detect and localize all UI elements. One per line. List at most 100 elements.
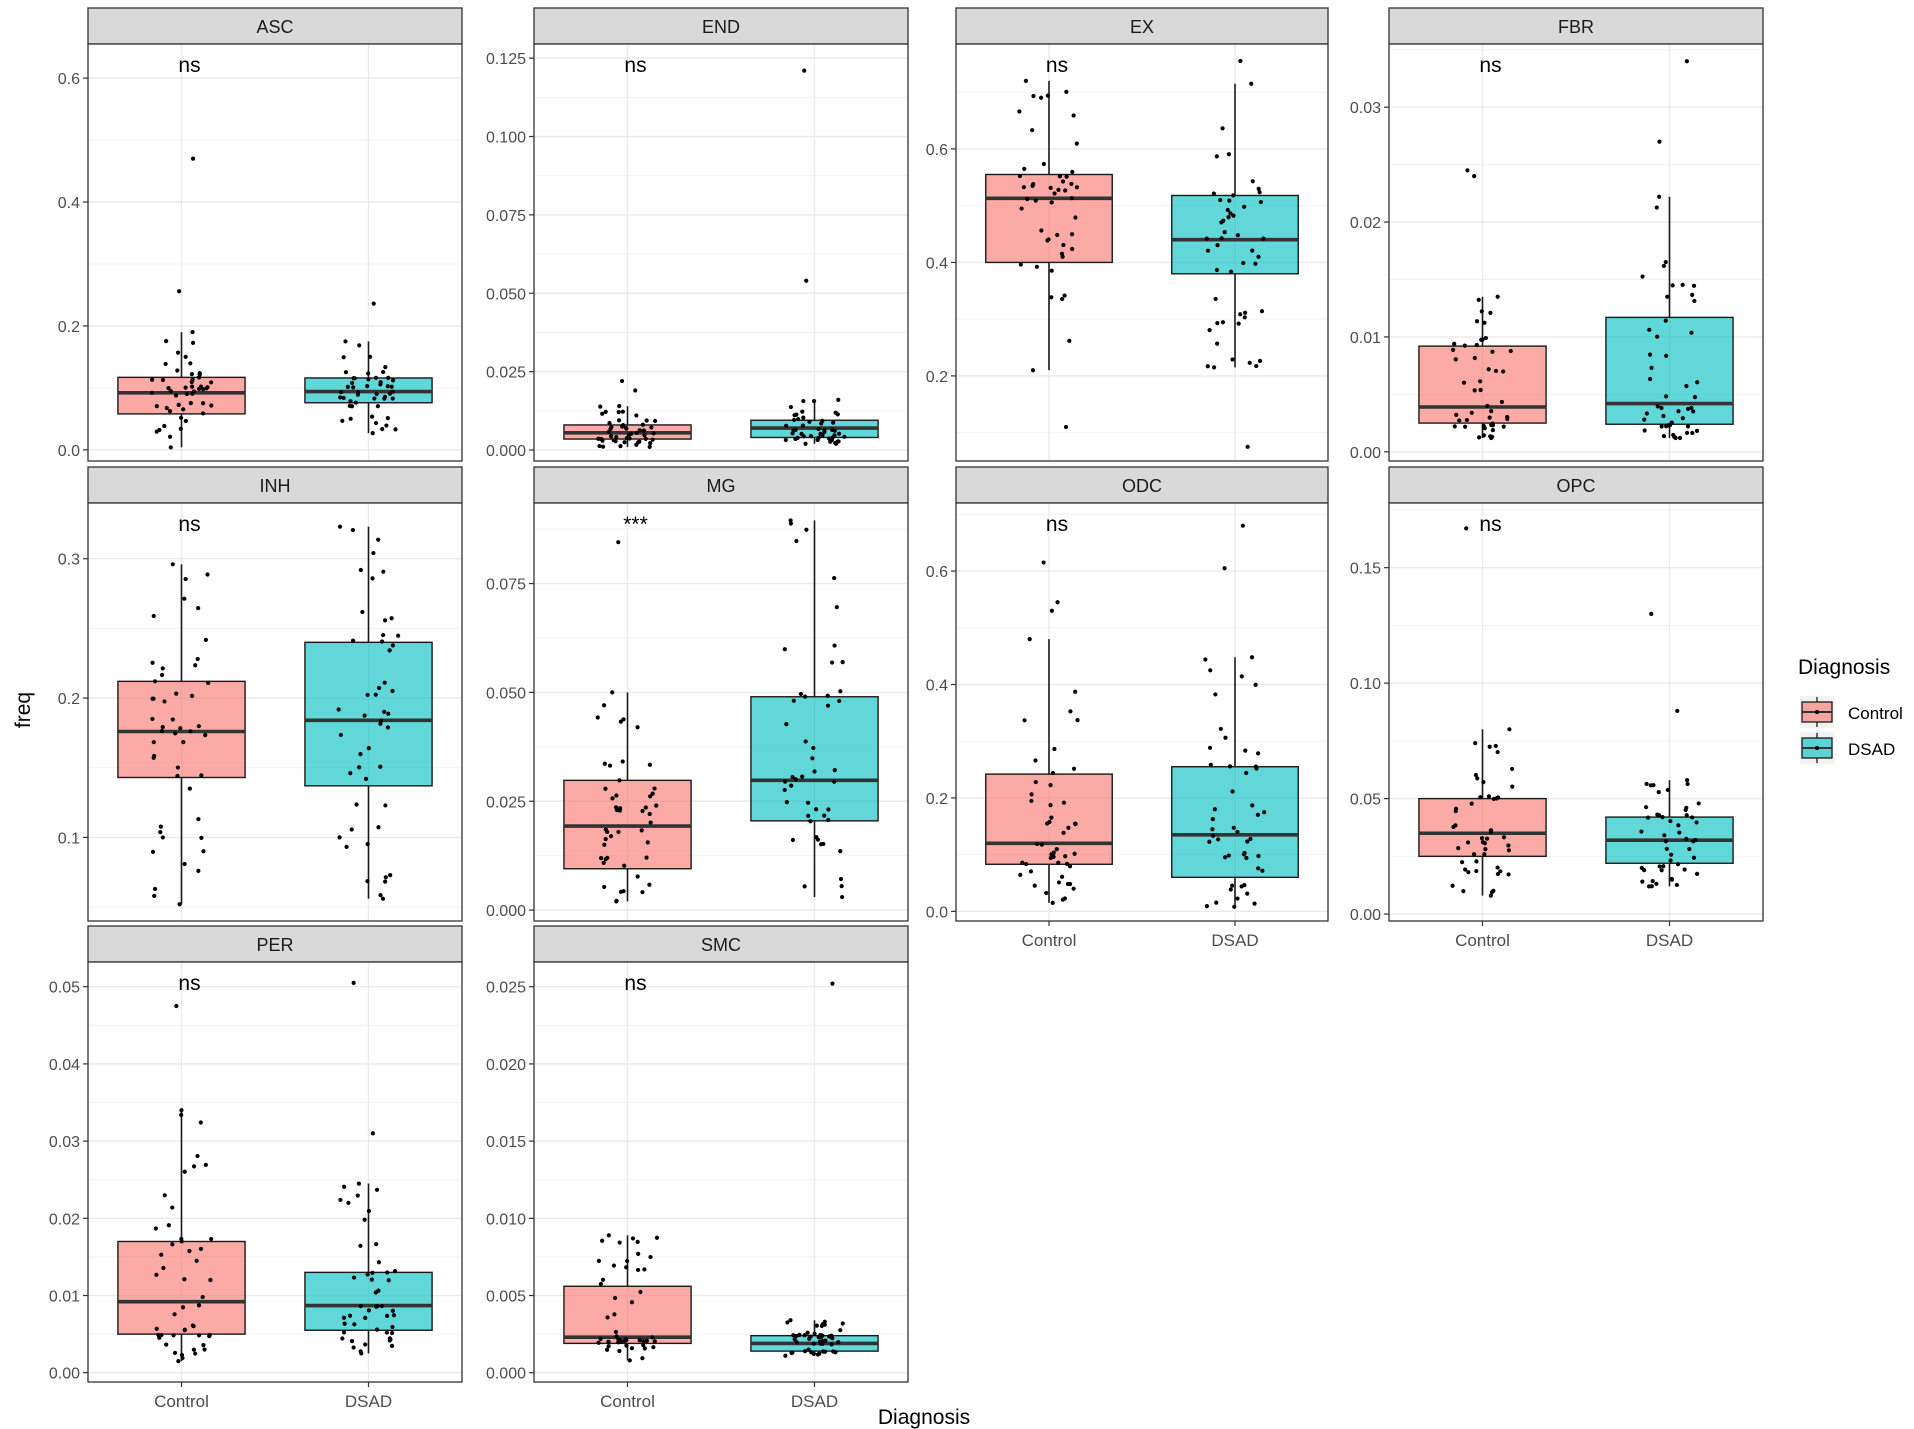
data-point xyxy=(613,1329,619,1335)
data-point xyxy=(384,423,389,428)
data-point xyxy=(603,827,608,832)
data-point xyxy=(374,1242,379,1247)
data-point xyxy=(1490,428,1495,433)
facet-label: EX xyxy=(1130,17,1154,37)
facet-label: FBR xyxy=(1558,17,1594,37)
data-point xyxy=(1692,298,1697,304)
data-point xyxy=(1257,358,1263,363)
data-point xyxy=(1642,417,1647,422)
data-point xyxy=(1034,264,1039,269)
data-point xyxy=(1491,796,1496,801)
data-point xyxy=(1048,855,1053,861)
data-point xyxy=(796,416,801,422)
facet-strip xyxy=(1388,7,1764,45)
data-point xyxy=(1260,868,1265,873)
data-point xyxy=(196,1333,202,1338)
facet-strip xyxy=(87,466,463,504)
data-point xyxy=(1685,778,1690,783)
data-point xyxy=(1225,207,1230,213)
data-point xyxy=(840,1321,845,1326)
data-point xyxy=(598,856,604,861)
data-point xyxy=(151,740,156,745)
data-point xyxy=(1039,95,1044,100)
data-point xyxy=(784,722,789,727)
y-tick-label: 0.00 xyxy=(1350,445,1381,462)
data-point xyxy=(196,605,201,611)
data-point xyxy=(790,837,796,843)
y-tick-label: 0.050 xyxy=(486,286,526,303)
data-point xyxy=(1017,109,1022,114)
legend-item-dsad: DSAD xyxy=(1800,732,1895,764)
data-point xyxy=(172,1312,177,1317)
data-point xyxy=(784,800,790,805)
data-point xyxy=(383,875,388,880)
data-point xyxy=(814,807,819,812)
data-point xyxy=(373,692,378,697)
facet-opc: OPC 0.00 0.05 0.10 0.15 ns Control DSAD xyxy=(1350,466,1764,950)
data-point xyxy=(831,420,836,425)
data-point xyxy=(179,1112,184,1117)
data-point xyxy=(1453,357,1458,362)
y-tick-label: 0.025 xyxy=(486,365,526,382)
data-point xyxy=(1651,783,1656,788)
data-point xyxy=(200,401,206,406)
box-dsad xyxy=(750,518,879,900)
data-point xyxy=(809,1350,814,1355)
box-dsad xyxy=(304,524,433,901)
data-point xyxy=(190,1323,195,1328)
data-point xyxy=(643,436,648,441)
data-point xyxy=(379,1303,384,1309)
data-point xyxy=(150,377,155,382)
data-point xyxy=(783,779,788,784)
data-point xyxy=(644,1338,649,1343)
data-point xyxy=(648,794,653,799)
data-point xyxy=(604,1347,610,1352)
data-point xyxy=(826,436,832,441)
data-point xyxy=(391,1313,397,1318)
data-point xyxy=(1231,193,1236,198)
facet-label: ODC xyxy=(1122,476,1162,496)
data-point xyxy=(1456,846,1461,851)
data-point xyxy=(163,361,168,367)
data-point xyxy=(1247,360,1252,365)
data-point xyxy=(838,689,843,694)
data-point xyxy=(788,1318,793,1323)
data-point xyxy=(602,842,607,847)
data-point xyxy=(378,893,383,898)
y-tick-label: 0.03 xyxy=(1350,100,1381,117)
data-point xyxy=(640,808,645,814)
data-point xyxy=(369,414,375,419)
data-point xyxy=(614,793,619,798)
data-point xyxy=(801,398,806,404)
data-point xyxy=(383,365,388,370)
data-point xyxy=(636,1251,641,1257)
data-point xyxy=(1482,852,1487,857)
data-point xyxy=(175,350,181,355)
data-point xyxy=(622,863,627,868)
data-point xyxy=(1231,825,1236,830)
data-point xyxy=(1048,185,1053,190)
data-point xyxy=(1063,188,1068,193)
box-control xyxy=(117,1108,246,1364)
data-point xyxy=(150,660,155,665)
data-point xyxy=(1478,379,1483,384)
data-point xyxy=(1235,233,1240,238)
data-point xyxy=(343,339,348,344)
data-point xyxy=(369,1277,374,1282)
data-point xyxy=(637,439,642,444)
data-point xyxy=(825,693,830,698)
data-point xyxy=(1478,795,1483,800)
data-point xyxy=(164,339,169,344)
panel-background xyxy=(534,44,908,461)
y-tick-label: 0.010 xyxy=(486,1211,526,1228)
data-point xyxy=(379,639,385,644)
data-point xyxy=(1203,657,1208,662)
data-point xyxy=(381,569,386,574)
data-point xyxy=(1684,430,1690,435)
data-point xyxy=(1487,415,1492,420)
data-point xyxy=(209,1236,214,1242)
data-point xyxy=(1258,199,1263,205)
data-point xyxy=(209,380,214,385)
data-point xyxy=(652,786,657,791)
data-point xyxy=(160,377,166,383)
